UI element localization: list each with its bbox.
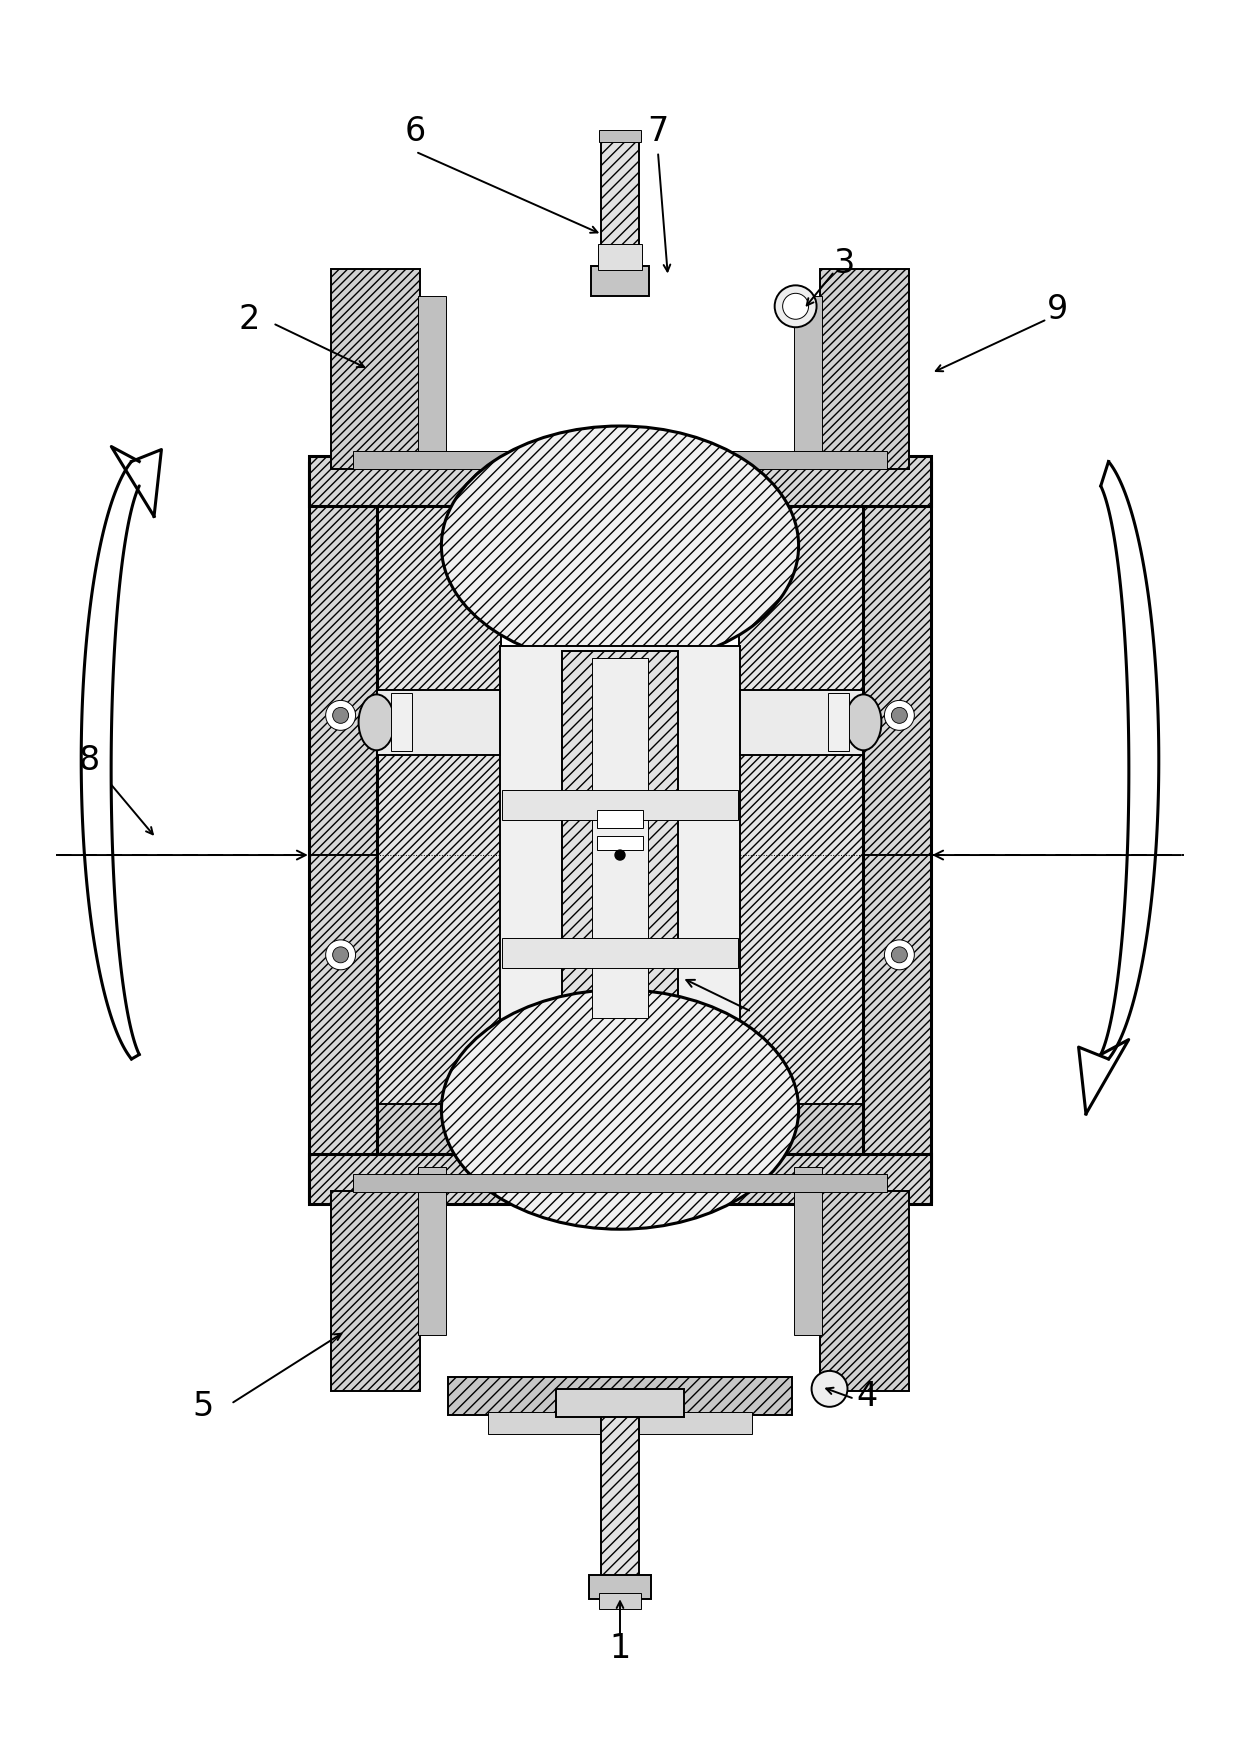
Bar <box>601 1393 639 1583</box>
Bar <box>562 650 678 1024</box>
Bar <box>331 1191 420 1392</box>
Bar <box>352 1174 888 1193</box>
Circle shape <box>326 701 356 731</box>
Text: 3: 3 <box>833 248 856 279</box>
Circle shape <box>892 947 908 963</box>
Bar <box>309 462 377 1202</box>
Bar <box>377 506 501 1154</box>
Bar <box>591 659 649 1017</box>
Text: 1: 1 <box>609 1632 631 1666</box>
Bar <box>591 267 649 297</box>
Bar <box>601 135 639 278</box>
Bar <box>449 1377 791 1414</box>
Text: 8: 8 <box>78 743 99 777</box>
Bar <box>820 269 909 469</box>
Bar <box>794 297 822 464</box>
Bar <box>598 244 642 271</box>
Bar <box>418 1167 446 1335</box>
Bar <box>599 130 641 142</box>
Bar <box>557 1388 683 1416</box>
Circle shape <box>332 708 348 724</box>
Text: 7: 7 <box>647 116 668 148</box>
Bar <box>589 1576 651 1599</box>
Bar <box>331 269 420 469</box>
Circle shape <box>892 708 908 724</box>
Circle shape <box>615 850 625 859</box>
Ellipse shape <box>358 694 394 750</box>
Bar <box>827 694 849 752</box>
Bar <box>740 691 863 756</box>
Ellipse shape <box>811 1370 847 1407</box>
Bar <box>820 1191 909 1392</box>
Bar <box>309 457 931 506</box>
Bar <box>377 691 500 756</box>
Ellipse shape <box>441 425 799 666</box>
Bar <box>352 452 888 469</box>
Bar <box>352 1105 888 1195</box>
Bar <box>863 462 931 1202</box>
Circle shape <box>326 940 356 970</box>
Bar <box>352 457 888 546</box>
Circle shape <box>884 701 914 731</box>
Text: 6: 6 <box>404 116 427 148</box>
Bar <box>596 836 644 850</box>
Text: 4: 4 <box>857 1381 878 1413</box>
Bar <box>502 791 738 821</box>
Text: 5: 5 <box>192 1390 213 1423</box>
Bar <box>391 694 413 752</box>
Bar <box>418 297 446 464</box>
Circle shape <box>884 940 914 970</box>
Bar <box>489 1413 751 1434</box>
Bar <box>502 938 738 968</box>
Bar <box>599 1594 641 1609</box>
Ellipse shape <box>782 293 808 320</box>
Bar <box>500 645 740 1024</box>
Text: 9: 9 <box>1047 293 1068 325</box>
Text: 2: 2 <box>238 302 259 336</box>
Bar <box>309 1154 931 1204</box>
Bar <box>794 1167 822 1335</box>
Bar <box>739 506 863 1154</box>
Ellipse shape <box>441 989 799 1230</box>
Ellipse shape <box>846 694 882 750</box>
Ellipse shape <box>775 285 817 327</box>
Bar <box>596 810 644 828</box>
Circle shape <box>332 947 348 963</box>
